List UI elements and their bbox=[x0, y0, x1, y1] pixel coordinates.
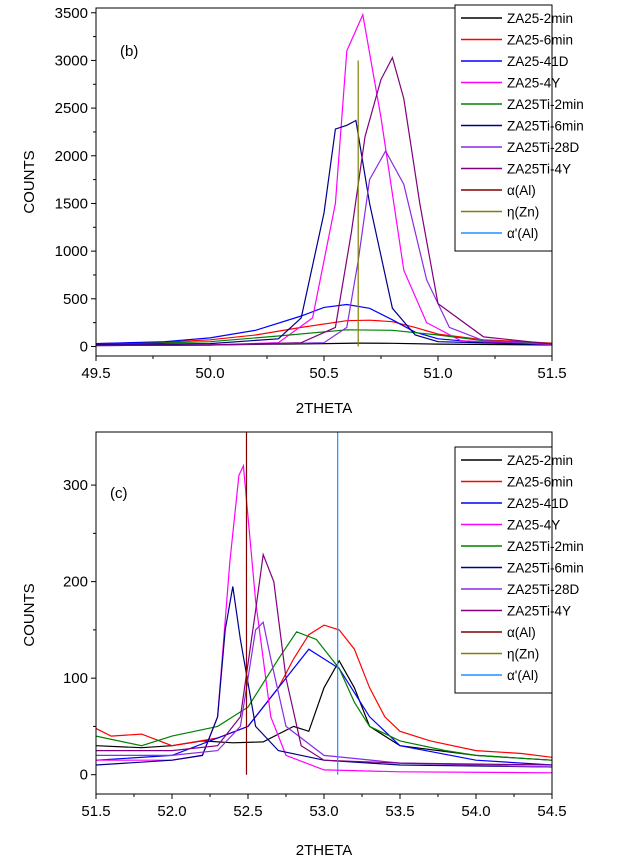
legend-label: ZA25Ti-2min bbox=[507, 97, 584, 112]
y-axis-label: COUNTS bbox=[21, 583, 38, 646]
series-group bbox=[96, 432, 552, 775]
series-line-za25-41d bbox=[96, 303, 552, 346]
legend-label: ZA25Ti-28D bbox=[507, 582, 580, 597]
x-axis-label: 2THETA bbox=[296, 842, 352, 859]
legend-label: α(Al) bbox=[507, 625, 536, 640]
series-line-za25ti-2min bbox=[96, 631, 552, 761]
legend-label: ZA25-2min bbox=[507, 453, 573, 468]
x-tick-label: 51.0 bbox=[423, 365, 452, 382]
x-tick-label: 53.5 bbox=[385, 803, 414, 820]
x-tick-label: 50.5 bbox=[309, 365, 338, 382]
y-tick-label: 1000 bbox=[55, 243, 88, 260]
chart-panel-b: 49.5 50.0 50.5 51.0 51.5 0 500 1000 1500 2000 2500… bbox=[21, 4, 584, 417]
y-tick-label: 0 bbox=[80, 767, 88, 784]
legend-label: ZA25-41D bbox=[507, 496, 569, 511]
y-tick-label: 1500 bbox=[55, 195, 88, 212]
legend-label: ZA25-6min bbox=[507, 475, 573, 490]
legend: ZA25-2min ZA25-6min ZA25-41D ZA25-4Y ZA25Ti-… bbox=[454, 446, 584, 694]
x-tick-label: 51.5 bbox=[81, 803, 110, 820]
legend-label: ZA25Ti-28D bbox=[507, 140, 580, 155]
legend-box bbox=[454, 446, 553, 694]
y-tick-label: 2000 bbox=[55, 148, 88, 165]
legend-box bbox=[454, 4, 553, 252]
series-line-za25ti-28d bbox=[96, 149, 552, 347]
x-tick-label: 51.5 bbox=[537, 365, 566, 382]
series-line-za25-6min bbox=[96, 624, 552, 758]
legend-label: ZA25Ti-6min bbox=[507, 119, 584, 134]
series-line-za25ti-4y bbox=[96, 552, 552, 766]
legend-label: ZA25Ti-4Y bbox=[507, 604, 571, 619]
legend-label: ZA25-4Y bbox=[507, 76, 560, 91]
x-tick-label: 54.0 bbox=[461, 803, 490, 820]
x-tick-label: 52.0 bbox=[157, 803, 186, 820]
y-axis-label: COUNTS bbox=[21, 150, 38, 213]
chart-panel-c: 51.5 52.0 52.5 53.0 53.5 54.0 54.5 0 100 200 300 2T… bbox=[21, 431, 584, 859]
series-line-za25ti-28d bbox=[96, 620, 552, 768]
legend-label: α(Al) bbox=[507, 183, 536, 198]
series-line-za25-41d bbox=[96, 648, 552, 766]
y-tick-label: 0 bbox=[80, 338, 88, 355]
x-tick-label: 52.5 bbox=[233, 803, 262, 820]
y-tick-label: 3000 bbox=[55, 52, 88, 69]
legend-label: ZA25-41D bbox=[507, 54, 569, 69]
panel-label: (b) bbox=[120, 43, 138, 60]
y-tick-label: 200 bbox=[63, 574, 88, 591]
y-tick-label: 300 bbox=[63, 477, 88, 494]
series-line-za25ti-4y bbox=[96, 55, 552, 347]
x-tick-label: 54.5 bbox=[537, 803, 566, 820]
legend-label: ZA25-4Y bbox=[507, 518, 560, 533]
x-tick-label: 53.0 bbox=[309, 803, 338, 820]
series-group bbox=[96, 12, 552, 347]
x-tick-label: 50.0 bbox=[195, 365, 224, 382]
legend-label: η(Zn) bbox=[507, 647, 539, 662]
panel-label: (c) bbox=[110, 485, 128, 502]
series-line-za25ti-6min bbox=[96, 119, 552, 346]
legend-label: ZA25-2min bbox=[507, 11, 573, 26]
legend-label: α'(Al) bbox=[507, 668, 538, 683]
legend: ZA25-2min ZA25-6min ZA25-41D ZA25-4Y ZA25Ti-… bbox=[454, 4, 584, 252]
x-axis-label: 2THETA bbox=[296, 400, 352, 417]
y-tick-label: 2500 bbox=[55, 100, 88, 117]
legend-label: ZA25Ti-4Y bbox=[507, 162, 571, 177]
legend-label: η(Zn) bbox=[507, 205, 539, 220]
legend-label: ZA25-6min bbox=[507, 33, 573, 48]
y-tick-label: 3500 bbox=[55, 5, 88, 22]
legend-label: ZA25Ti-2min bbox=[507, 539, 584, 554]
y-tick-label: 100 bbox=[63, 670, 88, 687]
legend-label: α'(Al) bbox=[507, 226, 538, 241]
series-line-za25ti-2min bbox=[96, 329, 552, 346]
legend-label: ZA25Ti-6min bbox=[507, 561, 584, 576]
x-tick-label: 49.5 bbox=[81, 365, 110, 382]
y-tick-label: 500 bbox=[63, 291, 88, 308]
